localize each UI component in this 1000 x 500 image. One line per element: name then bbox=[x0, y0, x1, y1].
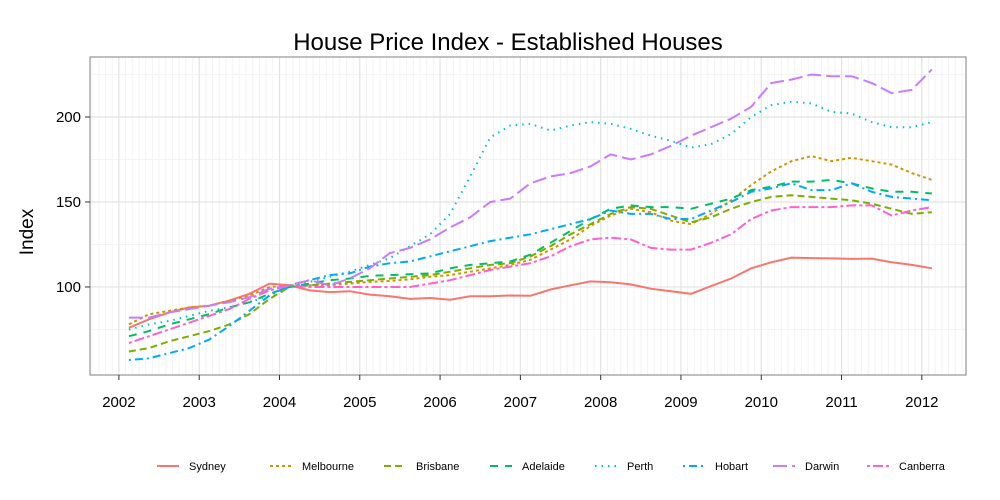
legend-item-brisbane: Brisbane bbox=[384, 461, 459, 473]
x-tick-label: 2009 bbox=[664, 394, 697, 411]
x-tick-label: 2008 bbox=[584, 394, 617, 411]
legend-label: Melbourne bbox=[302, 461, 354, 473]
x-tick-label: 2010 bbox=[745, 394, 778, 411]
y-tick-label: 150 bbox=[56, 194, 81, 211]
y-axis-label: Index bbox=[17, 208, 38, 255]
series-line-brisbane bbox=[128, 194, 932, 353]
legend-item-sydney: Sydney bbox=[157, 461, 226, 473]
series-line-adelaide bbox=[128, 178, 932, 338]
legend-label: Perth bbox=[627, 461, 653, 473]
legend-label: Brisbane bbox=[416, 461, 459, 473]
y-tick-label: 100 bbox=[56, 279, 81, 296]
legend: Sydney Melbourne Brisbane Adelaide Perth Hoba… bbox=[157, 461, 946, 473]
legend-label: Canberra bbox=[899, 461, 946, 473]
series-lines bbox=[128, 68, 933, 361]
x-tick-label: 2011 bbox=[825, 394, 857, 411]
legend-label: Adelaide bbox=[522, 461, 565, 473]
x-tick-label: 2003 bbox=[183, 394, 216, 411]
series-line-canberra bbox=[128, 204, 933, 344]
legend-item-perth: Perth bbox=[595, 461, 653, 473]
legend-item-adelaide: Adelaide bbox=[490, 461, 565, 473]
x-tick-label: 2006 bbox=[423, 394, 456, 411]
x-tick-label: 2007 bbox=[504, 394, 537, 411]
x-tick-label: 2012 bbox=[905, 394, 938, 411]
legend-label: Sydney bbox=[189, 461, 226, 473]
axes: 2002 2003 2004 2005 2006 2007 2008 2009 2010 2011… bbox=[56, 109, 939, 411]
plot-panel-border bbox=[89, 56, 967, 376]
chart-title: House Price Index - Established Houses bbox=[293, 29, 723, 56]
grid bbox=[90, 57, 966, 375]
legend-item-darwin: Darwin bbox=[773, 461, 839, 473]
legend-item-canberra: Canberra bbox=[867, 461, 946, 473]
series-line-perth bbox=[128, 100, 933, 331]
y-tick-label: 200 bbox=[56, 109, 81, 126]
series-line-melbourne bbox=[128, 155, 933, 326]
series-line-darwin bbox=[128, 68, 933, 319]
legend-item-hobart: Hobart bbox=[683, 461, 748, 473]
x-tick-label: 2002 bbox=[102, 394, 135, 411]
legend-label: Hobart bbox=[715, 461, 748, 473]
x-tick-label: 2005 bbox=[343, 394, 376, 411]
series-line-hobart bbox=[128, 182, 932, 361]
series-line-sydney bbox=[128, 256, 933, 329]
legend-item-melbourne: Melbourne bbox=[270, 461, 354, 473]
x-tick-label: 2004 bbox=[263, 394, 296, 411]
legend-label: Darwin bbox=[805, 461, 839, 473]
